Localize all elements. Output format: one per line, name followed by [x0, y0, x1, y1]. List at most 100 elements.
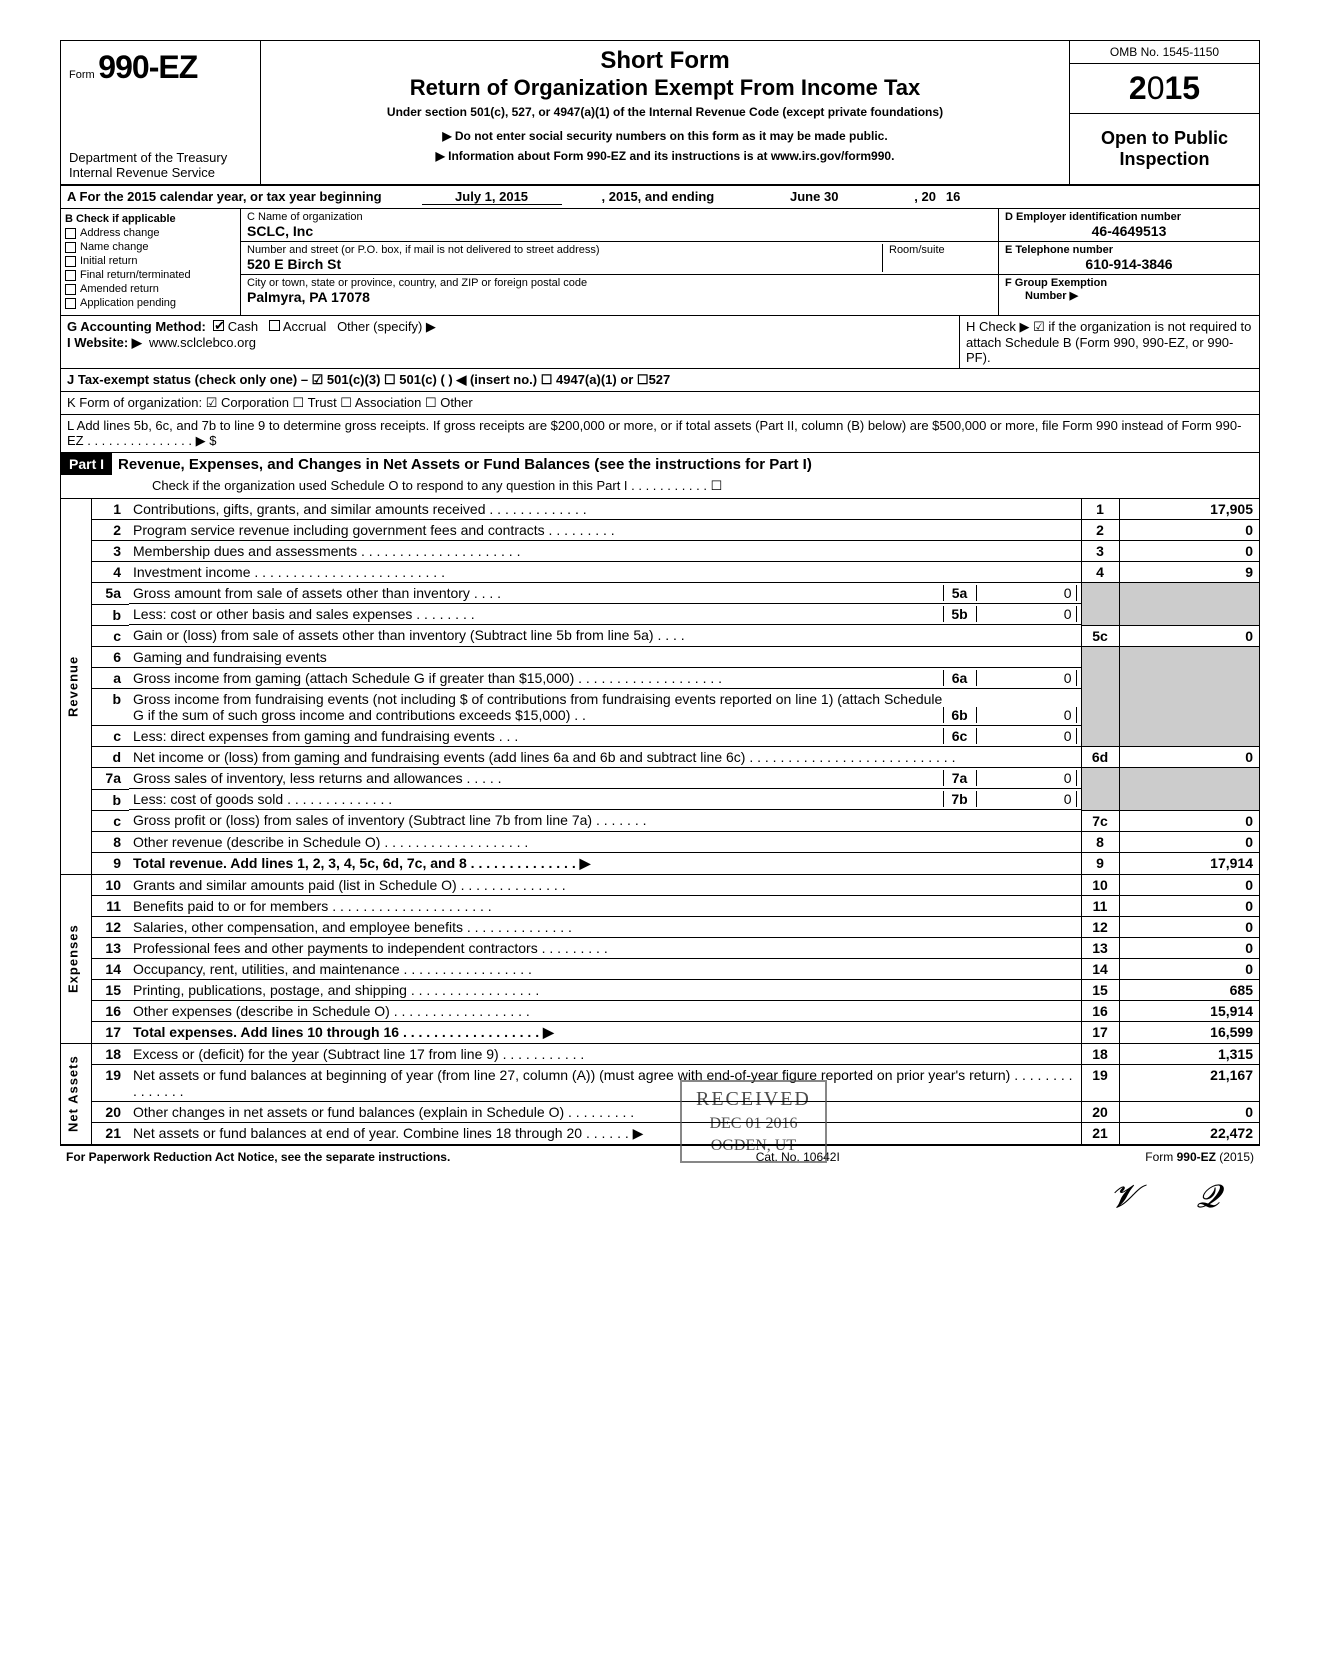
- ln-12: 12: [91, 916, 129, 937]
- amt-14: 0: [1119, 958, 1259, 979]
- amt-12: 0: [1119, 916, 1259, 937]
- ln-9: 9: [91, 852, 129, 874]
- nb-9: 9: [1081, 852, 1119, 874]
- nb-11: 11: [1081, 895, 1119, 916]
- short-form-title: Short Form: [271, 47, 1059, 75]
- d-lbl: D Employer identification number: [1005, 211, 1253, 223]
- ln-6d: d: [91, 747, 129, 768]
- part1-header-row: Part I Revenue, Expenses, and Changes in…: [61, 453, 1259, 499]
- nb-20: 20: [1081, 1101, 1119, 1122]
- a-begin: July 1, 2015: [422, 189, 562, 205]
- f-lbl: F Group Exemption: [1005, 277, 1253, 289]
- nb-14: 14: [1081, 958, 1119, 979]
- d-20: Other changes in net assets or fund bala…: [129, 1101, 1081, 1122]
- form-number: 990-EZ: [98, 49, 197, 85]
- g-cash: Cash: [228, 319, 258, 334]
- dept-line2: Internal Revenue Service: [69, 165, 252, 180]
- chk-name[interactable]: [65, 242, 76, 253]
- side-netassets: Net Assets: [61, 1043, 91, 1144]
- ln-15: 15: [91, 979, 129, 1000]
- d-8: Other revenue (describe in Schedule O) .…: [129, 831, 1081, 852]
- b-opt-2: Initial return: [80, 255, 137, 267]
- ln-5a: 5a: [91, 583, 129, 605]
- amt-17: 16,599: [1119, 1021, 1259, 1043]
- amt-5c: 0: [1119, 625, 1259, 646]
- form-prefix: Form: [69, 69, 95, 81]
- form-id-block: Form 990-EZ Department of the Treasury I…: [61, 41, 261, 184]
- nb-8: 8: [1081, 831, 1119, 852]
- org-name: SCLC, Inc: [247, 223, 992, 239]
- nb-21: 21: [1081, 1122, 1119, 1144]
- amt-8: 0: [1119, 831, 1259, 852]
- d-5b: Less: cost or other basis and sales expe…: [133, 606, 943, 622]
- amt-1: 17,905: [1119, 499, 1259, 520]
- ln-6a: a: [91, 667, 129, 689]
- row-G-H: G Accounting Method: Cash Accrual Other …: [61, 316, 1259, 369]
- stamp-date: DEC 01 2016: [696, 1115, 811, 1133]
- c-name-lbl: C Name of organization: [247, 211, 992, 223]
- amt-6d: 0: [1119, 747, 1259, 768]
- d-6c: Less: direct expenses from gaming and fu…: [133, 728, 943, 744]
- right-header: OMB No. 1545-1150 2015 Open to Public In…: [1069, 41, 1259, 184]
- g-accrual: Accrual: [283, 319, 326, 334]
- ln-4: 4: [91, 562, 129, 583]
- note-ssn: ▶ Do not enter social security numbers o…: [271, 129, 1059, 143]
- grey-6: [1081, 646, 1119, 747]
- ln-21: 21: [91, 1122, 129, 1144]
- ln-11: 11: [91, 895, 129, 916]
- nb-18: 18: [1081, 1043, 1119, 1064]
- d-21: Net assets or fund balances at end of ye…: [129, 1122, 1081, 1144]
- d-11: Benefits paid to or for members . . . . …: [129, 895, 1081, 916]
- amt-11: 0: [1119, 895, 1259, 916]
- chk-accrual[interactable]: [269, 320, 280, 331]
- ln-7c: c: [91, 810, 129, 831]
- initial-1: 𝓥: [1110, 1178, 1137, 1216]
- ln-16: 16: [91, 1000, 129, 1021]
- d-18: Excess or (deficit) for the year (Subtra…: [129, 1043, 1081, 1064]
- section-b-c-d-e-f: B Check if applicable Address change Nam…: [61, 209, 1259, 316]
- greya-6: [1119, 646, 1259, 747]
- ln-13: 13: [91, 937, 129, 958]
- org-street: 520 E Birch St: [247, 256, 882, 272]
- nb-7c: 7c: [1081, 810, 1119, 831]
- g-lbl: G Accounting Method:: [67, 319, 206, 334]
- subtitle: Under section 501(c), 527, or 4947(a)(1)…: [271, 105, 1059, 119]
- ln-10: 10: [91, 874, 129, 895]
- row-K: K Form of organization: ☑ Corporation ☐ …: [61, 392, 1259, 415]
- chk-pending[interactable]: [65, 298, 76, 309]
- chk-address[interactable]: [65, 228, 76, 239]
- d-3: Membership dues and assessments . . . . …: [129, 541, 1081, 562]
- grey-7: [1081, 768, 1119, 811]
- g-other: Other (specify) ▶: [337, 319, 436, 334]
- ln-6c: c: [91, 726, 129, 747]
- b-opt-0: Address change: [80, 227, 160, 239]
- ln-6: 6: [91, 646, 129, 667]
- d-2: Program service revenue including govern…: [129, 520, 1081, 541]
- e-lbl: E Telephone number: [1005, 244, 1253, 256]
- street-lbl: Number and street (or P.O. box, if mail …: [247, 244, 882, 256]
- chk-cash[interactable]: [213, 320, 224, 331]
- i-lbl: I Website: ▶: [67, 335, 142, 350]
- mv-7b: 0: [977, 791, 1077, 807]
- nb-1: 1: [1081, 499, 1119, 520]
- dept-line1: Department of the Treasury: [69, 150, 252, 165]
- signatures: 𝓥 𝓠: [60, 1168, 1260, 1216]
- d-6d: Net income or (loss) from gaming and fun…: [129, 747, 1081, 768]
- mn-5b: 5b: [943, 606, 977, 622]
- mv-6c: 0: [977, 728, 1077, 744]
- chk-amended[interactable]: [65, 284, 76, 295]
- omb-number: OMB No. 1545-1150: [1070, 41, 1259, 64]
- org-city: Palmyra, PA 17078: [247, 289, 992, 305]
- part1-table: Revenue 1Contributions, gifts, grants, a…: [61, 499, 1259, 1145]
- mv-5b: 0: [977, 606, 1077, 622]
- ein: 46-4649513: [1005, 223, 1253, 239]
- row-J: J Tax-exempt status (check only one) – ☑…: [61, 369, 1259, 392]
- ln-7a: 7a: [91, 768, 129, 790]
- return-title: Return of Organization Exempt From Incom…: [271, 75, 1059, 101]
- chk-final[interactable]: [65, 270, 76, 281]
- mn-7b: 7b: [943, 791, 977, 807]
- note-info: ▶ Information about Form 990-EZ and its …: [271, 149, 1059, 163]
- d-13: Professional fees and other payments to …: [129, 937, 1081, 958]
- d-14: Occupancy, rent, utilities, and maintena…: [129, 958, 1081, 979]
- chk-initial[interactable]: [65, 256, 76, 267]
